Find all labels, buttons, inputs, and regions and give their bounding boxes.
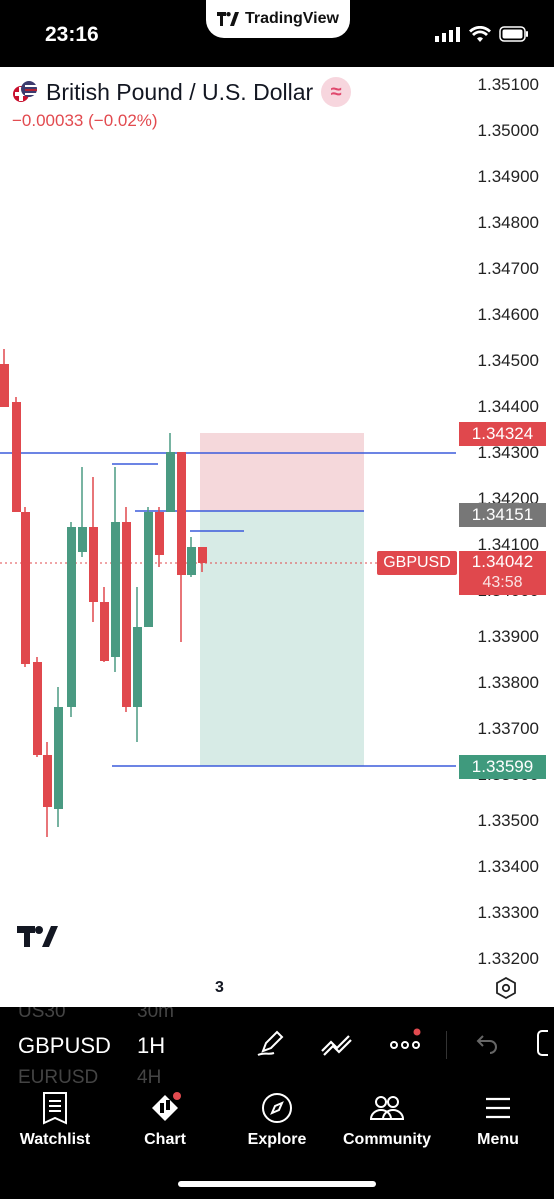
price-axis-label: 1.33300 [477,903,539,922]
candle-body [89,527,98,602]
last-price-tag: 1.34042 43:58 [459,551,546,595]
community-icon [369,1096,405,1120]
chart-icon [152,1092,181,1121]
stop-price-tag[interactable]: 1.34324 [459,422,546,446]
price-axis-label: 1.35000 [477,121,539,140]
candle-body [12,402,21,512]
price-axis-label: 1.34300 [477,443,539,462]
status-icons [435,26,529,42]
candle-body [0,364,9,407]
nav-menu-label: Menu [477,1131,519,1148]
candle-body [133,627,142,707]
ghost-interval-above: 30m [137,1007,174,1022]
nav-chart-label: Chart [144,1131,186,1148]
last-price-value: 1.34042 [471,552,534,571]
price-axis-label: 1.34600 [477,305,539,324]
interval-selector[interactable]: 1H [137,1033,166,1058]
price-axis-label: 1.34100 [477,535,539,554]
home-indicator [178,1181,376,1187]
price-axis-label: 1.33200 [477,949,539,968]
tradingview-logo-icon [217,12,240,26]
price-axis-label: 1.34700 [477,259,539,278]
tradingview-watermark-icon [17,926,58,947]
ghost-symbol-below: EURUSD [18,1067,99,1087]
price-axis-label: 1.34800 [477,213,539,232]
candle-body [198,547,207,563]
nav-community[interactable]: Community [337,1091,437,1149]
flag-pair-icon [13,81,37,102]
drawing-tool-icon[interactable] [255,1027,287,1059]
price-change: −0.00033 (−0.02%) [12,111,158,130]
price-axis-label: 1.34400 [477,397,539,416]
wifi-icon [469,26,491,42]
candle-body [155,512,164,555]
price-axis-label: 1.33800 [477,673,539,692]
price-axis-label: 1.33400 [477,857,539,876]
stop-loss-zone[interactable] [200,433,364,511]
signal-icon [435,27,460,42]
price-axis-label: 1.35100 [477,75,539,94]
page-number[interactable]: 3 [215,979,224,996]
candle-body [166,452,175,512]
candle-body [54,707,63,809]
candle-body [111,522,120,657]
nav-community-label: Community [343,1131,431,1148]
price-axis-label: 1.34500 [477,351,539,370]
symbol-header[interactable]: British Pound / U.S. Dollar ≈ −0.00033 (… [12,77,352,131]
settings-hex-icon[interactable] [495,977,517,999]
nav-menu[interactable]: Menu [448,1091,548,1149]
app-pill-label: TradingView [245,10,339,27]
nav-explore-label: Explore [247,1131,307,1148]
indicators-icon[interactable] [320,1027,356,1059]
symbol-tag: GBPUSD [377,551,457,575]
entry-price-tag[interactable]: 1.34151 [459,503,546,527]
price-axis-label: 1.33700 [477,719,539,738]
target-price-tag[interactable]: 1.33599 [459,755,546,779]
take-profit-zone[interactable] [200,511,364,766]
candle-body [100,602,109,661]
symbol-title[interactable]: British Pound / U.S. Dollar [46,78,314,105]
candle-body [78,527,87,552]
price-axis-label: 1.34900 [477,167,539,186]
price-chart[interactable] [0,67,554,1007]
more-options-icon[interactable] [388,1027,424,1059]
fullscreen-icon[interactable] [536,1027,554,1059]
symbol-toolbar: US30 30m GBPUSD 1H EURUSD 4H [0,1007,554,1087]
ghost-interval-below: 4H [137,1067,162,1087]
candle-countdown: 43:58 [482,574,523,591]
menu-icon [486,1097,510,1119]
candle-body [177,452,186,575]
nav-chart[interactable]: Chart [115,1091,215,1149]
ghost-symbol-above: US30 [18,1007,66,1022]
battery-icon [499,26,528,42]
toolbar-divider [446,1031,447,1059]
candle-body [33,662,42,755]
app-pill[interactable]: TradingView [206,0,350,38]
status-bar: 23:16 TradingView [0,0,554,67]
candles[interactable] [0,349,207,837]
undo-icon[interactable] [472,1027,500,1059]
price-axis-label: 1.33500 [477,811,539,830]
status-time: 23:16 [45,23,99,46]
candle-body [187,547,196,575]
compass-icon [262,1093,292,1123]
candle-body [21,512,30,664]
bottom-nav: Watchlist Chart Explore Community Menu [0,1087,554,1199]
candle-body [122,522,131,707]
chart-area[interactable]: British Pound / U.S. Dollar ≈ −0.00033 (… [0,67,554,1007]
symbol-selector[interactable]: GBPUSD [18,1033,111,1058]
candle-body [43,755,52,807]
candle-body [144,512,153,627]
price-axis-label: 1.33900 [477,627,539,646]
nav-explore[interactable]: Explore [227,1091,327,1149]
nav-watchlist-label: Watchlist [19,1131,91,1148]
forex-wave-icon[interactable]: ≈ [321,77,352,107]
nav-watchlist[interactable]: Watchlist [5,1091,105,1149]
candle-body [67,527,76,707]
watchlist-icon [43,1092,67,1125]
